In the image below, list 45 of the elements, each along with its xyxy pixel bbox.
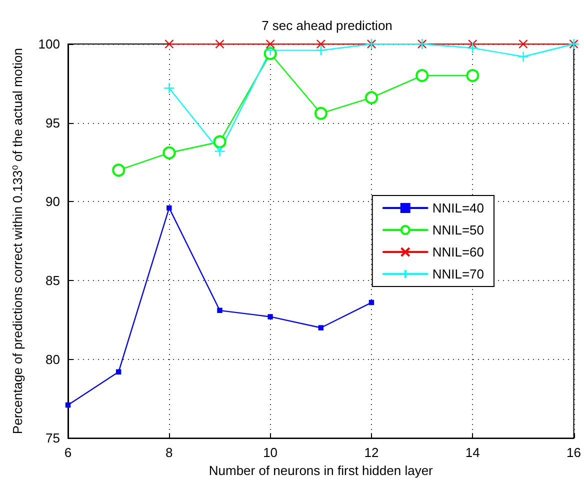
y-tick-label: 90 xyxy=(46,194,60,210)
point xyxy=(166,205,172,211)
x-tick-label: 8 xyxy=(166,445,173,460)
x-tick-label: 14 xyxy=(465,445,480,460)
point xyxy=(217,308,222,314)
point xyxy=(368,300,374,306)
point xyxy=(65,402,71,408)
y-tick-label: 80 xyxy=(46,352,60,367)
point xyxy=(416,69,429,82)
point xyxy=(315,44,326,56)
legend-label: NNIL=40 xyxy=(432,200,484,216)
point xyxy=(215,39,224,49)
y-tick-label: 100 xyxy=(38,36,60,52)
x-axis-title: Number of neurons in first hidden layer xyxy=(208,463,434,478)
x-tick-label: 10 xyxy=(263,445,278,460)
point xyxy=(518,51,529,62)
point xyxy=(468,39,478,49)
point xyxy=(467,42,478,54)
point xyxy=(466,69,480,82)
legend-label: NNIL=70 xyxy=(432,266,484,282)
point xyxy=(213,135,226,148)
point xyxy=(162,146,176,160)
point xyxy=(264,44,276,56)
point xyxy=(116,369,122,374)
point xyxy=(518,39,528,49)
y-axis-title: Percentage of predictions correct within 0.133⁰ of the actual motion xyxy=(10,48,25,434)
point xyxy=(364,91,378,104)
point xyxy=(318,325,324,330)
y-tick-label: 95 xyxy=(46,115,60,130)
point xyxy=(164,39,174,49)
point xyxy=(214,146,226,157)
point xyxy=(316,39,326,49)
point xyxy=(266,39,275,49)
chart-title: 7 sec ahead prediction xyxy=(262,18,392,33)
point xyxy=(164,82,175,94)
x-tick-label: 6 xyxy=(64,445,72,460)
point xyxy=(314,106,328,120)
point xyxy=(268,314,273,320)
x-tick-label: 16 xyxy=(566,445,582,460)
y-tick-label: 85 xyxy=(46,272,60,288)
point xyxy=(112,164,126,177)
legend-label: NNIL=60 xyxy=(432,244,484,260)
y-tick-label: 75 xyxy=(46,430,60,446)
legend-label: NNIL=50 xyxy=(432,222,484,238)
x-tick-label: 12 xyxy=(364,445,379,460)
